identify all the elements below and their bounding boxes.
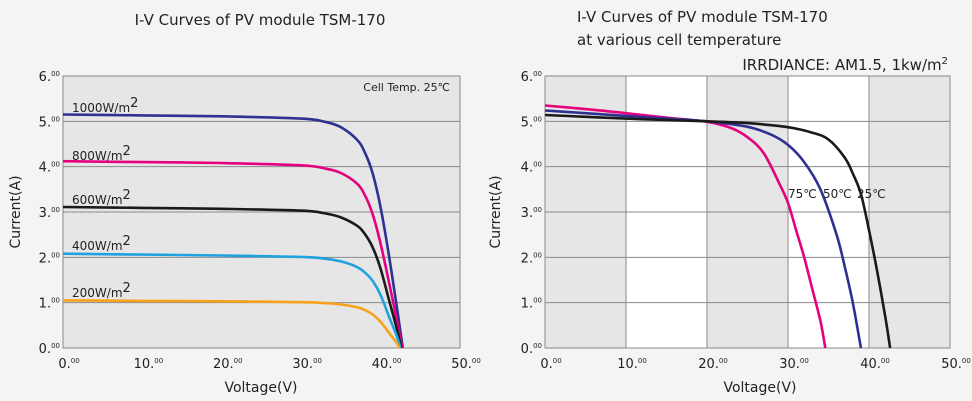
x-tick-label: 10.00 — [134, 357, 164, 372]
y-tick-label: 5.00 — [39, 115, 60, 130]
y-tick-label: 1.00 — [39, 297, 60, 312]
y-tick-label: 3.00 — [39, 206, 60, 221]
y-tick-label: 3.00 — [521, 206, 542, 221]
chart-title: I-V Curves of PV module TSM-170 — [577, 8, 828, 26]
y-axis-label: Current(A) — [8, 175, 24, 248]
series-label: 400W/m2 — [72, 234, 131, 253]
series-label: 1000W/m2 — [72, 96, 138, 115]
x-tick-label: 40.00 — [860, 357, 890, 372]
plot-frame — [544, 75, 951, 349]
series-line — [62, 159, 404, 349]
y-tick-label: 4.00 — [521, 161, 542, 176]
x-tick-label: 20.00 — [213, 357, 243, 372]
series-line — [544, 109, 863, 349]
series-label: 200W/m2 — [72, 281, 131, 300]
x-tick-label: 50.00 — [451, 357, 481, 372]
chart-panel-1: 0.00 1.00 2.00 3.00 4.00 5.00 6.00 0.00 10.00 20.… — [8, 11, 481, 396]
x-tick-label: 50.00 — [941, 357, 971, 372]
x-tick-label: 0.00 — [540, 357, 561, 372]
plot-frame — [62, 75, 461, 349]
series-line — [544, 104, 827, 349]
y-tick-label: 6.00 — [521, 70, 542, 85]
y-tick-label: 0.00 — [521, 342, 542, 357]
x-tick-label: 30.00 — [292, 357, 322, 372]
y-axis-label: Current(A) — [488, 175, 504, 248]
y-tick-label: 2.00 — [39, 251, 60, 266]
chart-title: I-V Curves of PV module TSM-170 — [135, 11, 386, 29]
y-tick-label: 6.00 — [39, 70, 60, 85]
y-tick-label: 5.00 — [521, 115, 542, 130]
chart-panel-2: 0.00 1.00 2.00 3.00 4.00 5.00 6.00 0.00 10.00 20.… — [488, 8, 971, 396]
series-label: 25℃ — [857, 187, 886, 201]
x-tick-label: 40.00 — [372, 357, 402, 372]
y-tick-label: 4.00 — [39, 161, 60, 176]
series-label: 800W/m2 — [72, 144, 131, 163]
chart-subtitle: at various cell temperature — [577, 31, 781, 49]
x-axis-label: Voltage(V) — [723, 380, 796, 396]
x-tick-label: 10.00 — [617, 357, 647, 372]
series-line — [62, 299, 401, 349]
y-tick-label: 2.00 — [521, 251, 542, 266]
x-tick-label: 30.00 — [779, 357, 809, 372]
series-label: 75℃ — [788, 187, 817, 201]
x-axis-label: Voltage(V) — [224, 380, 297, 396]
series-line — [544, 113, 892, 349]
series-label: 600W/m2 — [72, 188, 131, 207]
x-tick-label: 20.00 — [698, 357, 728, 372]
series-line — [62, 252, 402, 349]
series-line — [62, 205, 403, 349]
chart-note: IRRDIANCE: AM1.5, 1kw/m2 — [742, 56, 948, 74]
y-tick-label: 0.00 — [39, 342, 60, 357]
series-label: 50℃ — [823, 187, 852, 201]
y-tick-label: 1.00 — [521, 297, 542, 312]
x-tick-label: 0.00 — [58, 357, 79, 372]
series-line — [62, 113, 405, 349]
chart-note: Cell Temp. 25℃ — [363, 81, 450, 94]
